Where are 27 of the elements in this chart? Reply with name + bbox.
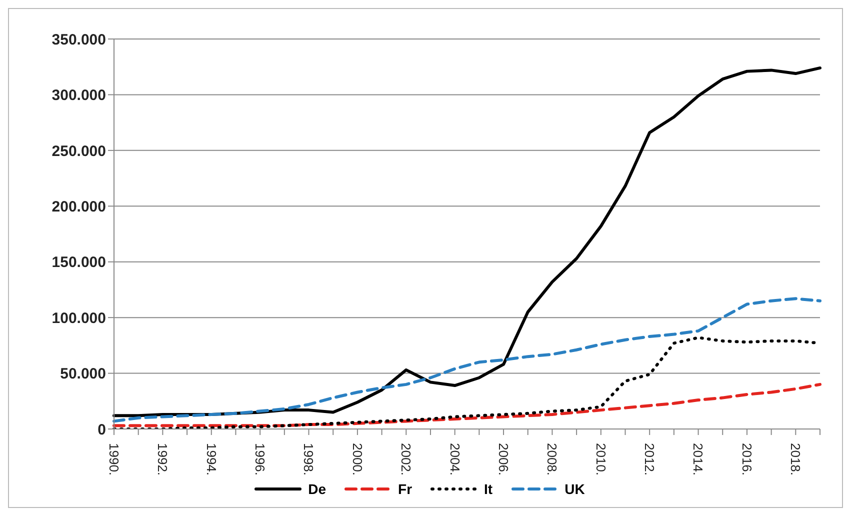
y-tick-label: 100.000: [52, 310, 106, 327]
y-tick-label: 50.000: [60, 366, 106, 383]
x-tick-label: 2006.: [496, 443, 511, 476]
x-tick-label: 2000.: [350, 443, 365, 476]
x-tick-label: 2016.: [739, 443, 754, 476]
x-tick-label: 2018.: [788, 443, 804, 476]
y-tick-label: 200.000: [52, 198, 106, 216]
x-tick-label: 1992.: [155, 443, 170, 476]
y-tick-label: 0: [98, 421, 106, 438]
y-tick-label: 250.000: [52, 142, 106, 160]
y-tick-label: 350.000: [52, 31, 106, 48]
x-tick-label: 2008.: [544, 443, 560, 476]
x-tick-label: 1994.: [204, 443, 219, 476]
x-tick-label: 2002.: [398, 443, 414, 476]
legend-label: De: [307, 481, 326, 497]
legend-label: UK: [564, 481, 585, 497]
x-tick-label: 1996.: [252, 443, 268, 476]
x-tick-label: 2010.: [593, 443, 608, 476]
y-tick-label: 150.000: [52, 254, 106, 272]
x-tick-label: 1990.: [106, 443, 122, 476]
x-tick-label: 2004.: [447, 443, 462, 476]
x-tick-label: 2012.: [642, 443, 658, 476]
legend-label: Fr: [397, 481, 412, 497]
y-tick-label: 300.000: [52, 87, 106, 104]
legend-label: It: [483, 481, 493, 497]
x-tick-label: 2014.: [690, 443, 706, 476]
x-tick-label: 1998.: [301, 443, 316, 476]
